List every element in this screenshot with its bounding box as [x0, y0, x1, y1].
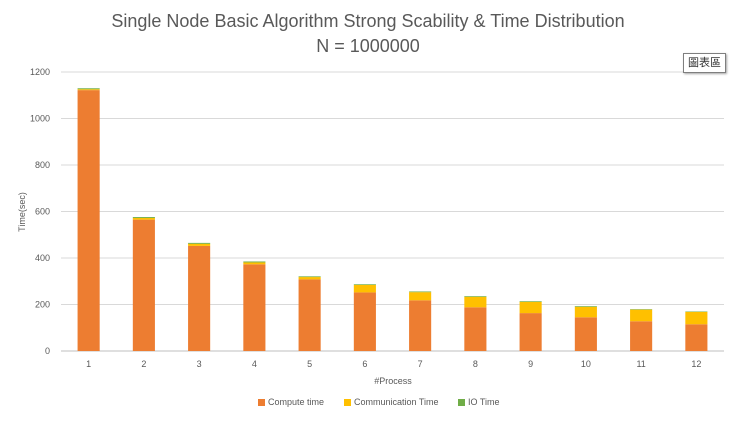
- y-axis-label: Time(sec): [17, 192, 27, 232]
- bar-segment: [132, 217, 155, 219]
- gridlines: [61, 71, 724, 352]
- bar-segment: [685, 311, 708, 325]
- bar-segment: [519, 301, 542, 314]
- bar-segment: [519, 313, 542, 351]
- y-tick-label: 1200: [30, 67, 50, 77]
- bar-segment: [188, 243, 211, 246]
- y-tick-label: 0: [45, 346, 50, 356]
- bar-segment: [188, 245, 211, 351]
- bar-segment: [298, 276, 321, 278]
- bar-segment: [298, 279, 321, 351]
- x-axis-label: #Process: [374, 376, 412, 386]
- y-tick-label: 400: [35, 253, 50, 263]
- x-tick-label: 4: [252, 359, 257, 369]
- bar-segment: [77, 89, 100, 91]
- bar-segment: [464, 296, 487, 308]
- chart-title: Single Node Basic Algorithm Strong Scabi…: [111, 11, 624, 31]
- bar-segment: [132, 218, 155, 220]
- x-tick-label: 12: [691, 359, 701, 369]
- x-tick-label: 5: [307, 359, 312, 369]
- legend: Compute time Communication Time IO Time: [258, 397, 500, 407]
- bar-segment: [243, 262, 266, 265]
- bar-segment: [630, 309, 653, 322]
- legend-swatch: [458, 399, 465, 406]
- legend-label: IO Time: [468, 397, 500, 407]
- bar-segment: [353, 284, 376, 293]
- x-tick-label: 10: [581, 359, 591, 369]
- y-tick-label: 600: [35, 207, 50, 217]
- chart-subtitle: N = 1000000: [316, 36, 420, 56]
- legend-label: Compute time: [268, 397, 324, 407]
- x-tick-label: 7: [418, 359, 423, 369]
- legend-label: Communication Time: [354, 397, 439, 407]
- y-tick-label: 800: [35, 160, 50, 170]
- bar-segment: [409, 292, 432, 301]
- bar-segment: [519, 301, 542, 302]
- y-tick-label: 200: [35, 300, 50, 310]
- bar-segment: [630, 321, 653, 351]
- x-tick-label: 2: [141, 359, 146, 369]
- bar-segment: [464, 307, 487, 351]
- bar-segment: [243, 261, 266, 263]
- bar-segment: [409, 291, 432, 293]
- bar-segment: [574, 317, 597, 351]
- bar-segment: [132, 219, 155, 351]
- bar-segment: [77, 90, 100, 351]
- x-axis: 1 2 3 4 5 6 7 8 9 10 11 12: [86, 359, 701, 369]
- bar-segment: [464, 296, 487, 297]
- bar-segment: [574, 306, 597, 318]
- x-tick-label: 6: [362, 359, 367, 369]
- bar-segment: [298, 277, 321, 280]
- x-tick-label: 3: [197, 359, 202, 369]
- legend-swatch: [344, 399, 351, 406]
- bar-segment: [409, 300, 432, 351]
- bar-segment: [353, 284, 376, 285]
- y-tick-label: 1000: [30, 114, 50, 124]
- bar-segment: [353, 292, 376, 351]
- bars: [77, 88, 708, 351]
- x-tick-label: 1: [86, 359, 91, 369]
- bar-segment: [188, 242, 211, 244]
- chart-area-badge[interactable]: 圖表區: [683, 53, 726, 73]
- y-axis: 0 200 400 600 800 1000 1200: [30, 67, 50, 356]
- bar-segment: [685, 324, 708, 351]
- bar-segment: [77, 88, 100, 90]
- x-tick-label: 11: [636, 359, 645, 369]
- legend-swatch: [258, 399, 265, 406]
- bar-segment: [574, 306, 597, 307]
- x-tick-label: 8: [473, 359, 478, 369]
- bar-segment: [243, 264, 266, 351]
- x-tick-label: 9: [528, 359, 533, 369]
